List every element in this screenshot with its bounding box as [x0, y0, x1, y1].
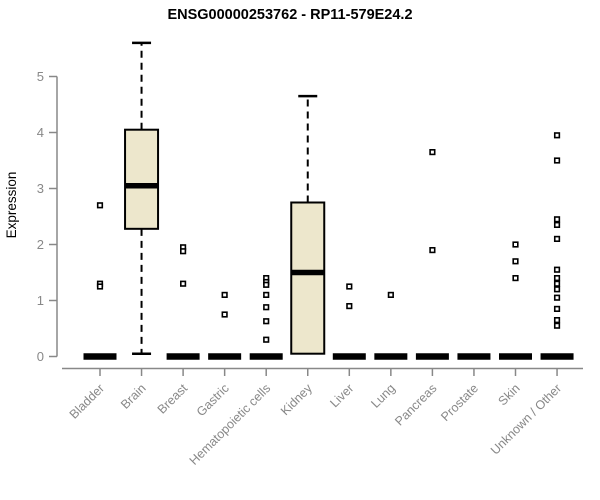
box-brain [124, 41, 160, 355]
chart-title: ENSG00000253762 - RP11-579E24.2 [167, 7, 412, 23]
y-tick-label: 0 [37, 349, 44, 364]
outlier-hematopoietic-cells [263, 281, 270, 288]
x-tick-label-kidney: Kidney [278, 381, 315, 418]
outlier-unknown-other [553, 266, 561, 273]
outlier-breast [180, 280, 187, 287]
outlier-skin [512, 274, 519, 282]
outlier-pancreas [429, 149, 436, 156]
outlier-points [96, 132, 561, 343]
x-tick-label-pancreas: Pancreas [392, 381, 439, 428]
y-tick-label: 4 [37, 125, 44, 140]
outlier-skin [512, 241, 519, 248]
outlier-unknown-other [553, 132, 561, 139]
outlier-liver [346, 283, 353, 290]
outlier-unknown-other [553, 157, 561, 164]
x-tick-label-gastric: Gastric [194, 381, 232, 419]
y-tick-label: 5 [37, 69, 44, 84]
outlier-lung [387, 291, 394, 299]
x-tick-label-prostate: Prostate [438, 381, 481, 424]
outlier-hematopoietic-cells [263, 318, 270, 325]
outlier-unknown-other [553, 280, 561, 287]
outlier-bladder [96, 283, 104, 290]
x-tick-label-brain: Brain [118, 381, 149, 412]
y-axis-label: Expression [4, 172, 19, 239]
y-tick-label: 2 [37, 237, 44, 252]
outlier-bladder [96, 202, 104, 209]
outlier-breast [180, 248, 187, 255]
outlier-unknown-other [553, 235, 561, 243]
box-series [83, 41, 574, 360]
outlier-unknown-other [553, 294, 561, 301]
x-tick-label-unknown-other: Unknown / Other [488, 381, 564, 457]
outlier-unknown-other [553, 286, 561, 293]
outlier-unknown-other [553, 274, 561, 282]
outlier-hematopoietic-cells [263, 336, 270, 343]
outlier-gastric [221, 291, 228, 299]
y-tick-label: 1 [37, 293, 44, 308]
outlier-gastric [221, 311, 228, 318]
x-tick-label-liver: Liver [327, 381, 356, 410]
outlier-unknown-other [553, 305, 561, 313]
x-tick-label-hematopoietic-cells: Hematopoietic cells [187, 381, 274, 468]
x-tick-label-bladder: Bladder [67, 381, 107, 421]
box-kidney [290, 94, 326, 355]
outlier-unknown-other [553, 216, 561, 223]
y-axis: 0 1 2 3 4 5 [37, 69, 58, 364]
outlier-pancreas [429, 247, 436, 254]
outlier-unknown-other [553, 316, 561, 324]
y-tick-label: 3 [37, 181, 44, 196]
outlier-unknown-other [553, 221, 561, 229]
outlier-unknown-other [553, 322, 561, 329]
x-tick-label-skin: Skin [496, 381, 523, 408]
x-tick-label-breast: Breast [155, 381, 191, 417]
outlier-hematopoietic-cells [263, 304, 270, 311]
iqr-box [124, 128, 160, 230]
outlier-skin [512, 258, 519, 265]
outlier-hematopoietic-cells [263, 291, 270, 299]
x-tick-label-lung: Lung [368, 381, 398, 411]
iqr-box [290, 201, 326, 355]
outlier-liver [346, 302, 353, 310]
